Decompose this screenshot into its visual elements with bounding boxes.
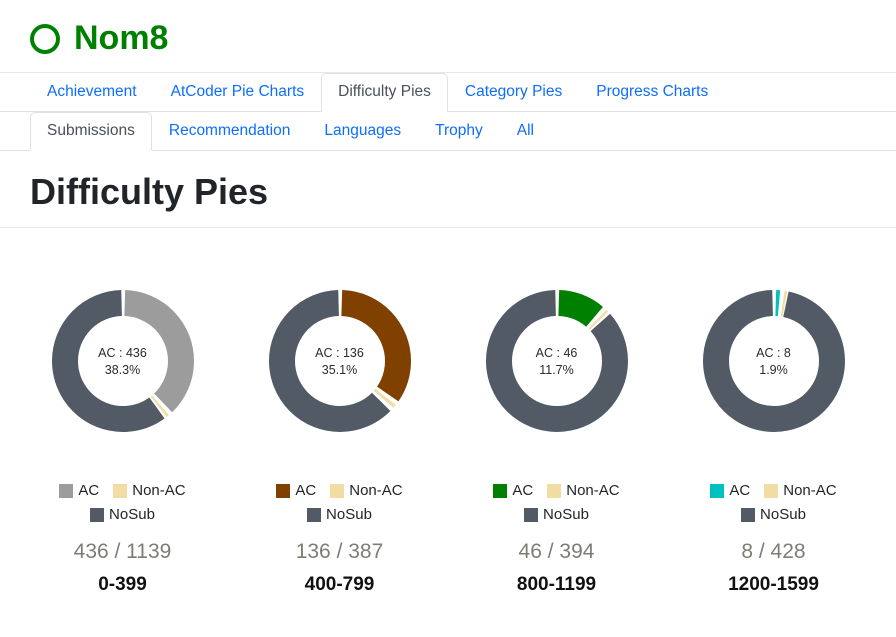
tab-difficulty-pies[interactable]: Difficulty Pies — [321, 73, 448, 113]
legend-nosub: NoSub — [90, 506, 155, 523]
legend-ac-swatch-icon — [493, 483, 508, 498]
donut-chart: AC : 8 1.9% — [699, 286, 849, 436]
legend-nonac: Non-AC — [547, 482, 620, 500]
chart-legend: AC Non-AC NoSub — [276, 482, 403, 530]
tab-row-1: Achievement AtCoder Pie Charts Difficulty … — [0, 73, 896, 113]
legend-nosub-label: NoSub — [326, 506, 372, 524]
legend-ac-label: AC — [512, 482, 534, 500]
donut-chart: AC : 136 35.1% — [265, 286, 415, 436]
tab-submissions[interactable]: Submissions — [30, 112, 152, 152]
tab-row-2: Submissions Recommendation Languages Trophy… — [0, 112, 896, 152]
legend-nosub: NoSub — [741, 506, 806, 523]
difficulty-range-label: 800-1199 — [516, 574, 597, 596]
legend-nonac-swatch-icon — [547, 483, 562, 498]
legend-ac: AC — [710, 482, 750, 499]
solved-fraction: 8 / 428 — [741, 540, 806, 564]
difficulty-pies-section: AC : 436 38.3% AC Non-AC NoSub 436 / 1139 0-39… — [0, 228, 896, 596]
legend-ac-label: AC — [78, 482, 100, 500]
legend-row-2: NoSub — [710, 506, 836, 523]
legend-ac-label: AC — [295, 482, 317, 500]
chart-legend: AC Non-AC NoSub — [710, 482, 837, 530]
legend-ac-swatch-icon — [276, 483, 291, 498]
donut-chart: AC : 436 38.3% — [48, 286, 198, 436]
user-rating-circle-icon — [30, 23, 60, 54]
legend-nosub: NoSub — [307, 506, 372, 523]
legend-ac: AC — [59, 482, 99, 499]
legend-nonac-label: Non-AC — [566, 482, 620, 500]
legend-nosub-swatch-icon — [524, 507, 539, 522]
donut-chart-svg — [485, 290, 628, 433]
difficulty-pie-0-399: AC : 436 38.3% AC Non-AC NoSub 436 / 1139 0-39… — [14, 286, 231, 596]
legend-row-2: NoSub — [493, 506, 619, 523]
header-divider — [0, 72, 896, 74]
legend-nonac: Non-AC — [764, 482, 837, 500]
tab-recommendation[interactable]: Recommendation — [168, 122, 291, 140]
chart-legend: AC Non-AC NoSub — [493, 482, 620, 530]
solved-fraction: 46 / 394 — [518, 540, 595, 564]
difficulty-range-label: 1200-1599 — [728, 574, 819, 596]
legend-nonac: Non-AC — [330, 482, 403, 500]
difficulty-range-label: 400-799 — [304, 574, 375, 596]
legend-row-1: AC Non-AC — [493, 482, 620, 500]
legend-row-1: AC Non-AC — [59, 482, 186, 500]
title-divider — [0, 227, 896, 229]
tab-bar: Achievement AtCoder Pie Charts Difficulty … — [0, 73, 896, 152]
username: Nom8 — [74, 19, 169, 57]
legend-nosub-label: NoSub — [543, 506, 589, 524]
tab-atcoder-pie-charts[interactable]: AtCoder Pie Charts — [170, 83, 305, 101]
tab-trophy[interactable]: Trophy — [435, 122, 483, 140]
chart-legend: AC Non-AC NoSub — [59, 482, 186, 530]
user-header: Nom8 — [0, 0, 896, 72]
legend-nosub-swatch-icon — [307, 507, 322, 522]
legend-nosub-swatch-icon — [90, 507, 105, 522]
difficulty-pie-800-1199: AC : 46 11.7% AC Non-AC NoSub 46 / 394 800-119… — [448, 286, 665, 596]
legend-ac-swatch-icon — [59, 483, 74, 498]
legend-ac-swatch-icon — [710, 483, 725, 498]
donut-chart: AC : 46 11.7% — [482, 286, 632, 436]
difficulty-range-label: 0-399 — [98, 574, 147, 596]
legend-nonac-swatch-icon — [113, 483, 128, 498]
legend-nosub-label: NoSub — [760, 506, 806, 524]
legend-nonac: Non-AC — [113, 482, 186, 500]
legend-row-1: AC Non-AC — [710, 482, 837, 500]
legend-ac: AC — [493, 482, 533, 499]
difficulty-pie-1200-1599: AC : 8 1.9% AC Non-AC NoSub 8 / 428 1200-1599 — [665, 286, 882, 596]
legend-ac-label: AC — [729, 482, 751, 500]
solved-fraction: 136 / 387 — [295, 540, 384, 564]
tab-all[interactable]: All — [516, 122, 534, 140]
legend-nonac-label: Non-AC — [783, 482, 837, 500]
legend-nosub-swatch-icon — [741, 507, 756, 522]
difficulty-pie-400-799: AC : 136 35.1% AC Non-AC NoSub 136 / 387 400-7… — [231, 286, 448, 596]
legend-nonac-swatch-icon — [330, 483, 345, 498]
legend-nosub: NoSub — [524, 506, 589, 523]
donut-chart-svg — [268, 290, 411, 433]
legend-nonac-label: Non-AC — [349, 482, 403, 500]
legend-ac: AC — [276, 482, 316, 499]
page-title: Difficulty Pies — [30, 171, 269, 213]
donut-chart-svg — [702, 290, 845, 433]
solved-fraction: 436 / 1139 — [73, 540, 172, 564]
legend-nonac-swatch-icon — [764, 483, 779, 498]
legend-row-2: NoSub — [276, 506, 402, 523]
legend-row-1: AC Non-AC — [276, 482, 403, 500]
legend-nosub-label: NoSub — [109, 506, 155, 524]
tab-progress-charts[interactable]: Progress Charts — [596, 83, 709, 101]
tab-category-pies[interactable]: Category Pies — [464, 83, 563, 101]
legend-row-2: NoSub — [59, 506, 185, 523]
legend-nonac-label: Non-AC — [132, 482, 186, 500]
tab-achievement[interactable]: Achievement — [47, 83, 137, 101]
tab-languages[interactable]: Languages — [324, 122, 402, 140]
donut-chart-svg — [51, 290, 194, 433]
